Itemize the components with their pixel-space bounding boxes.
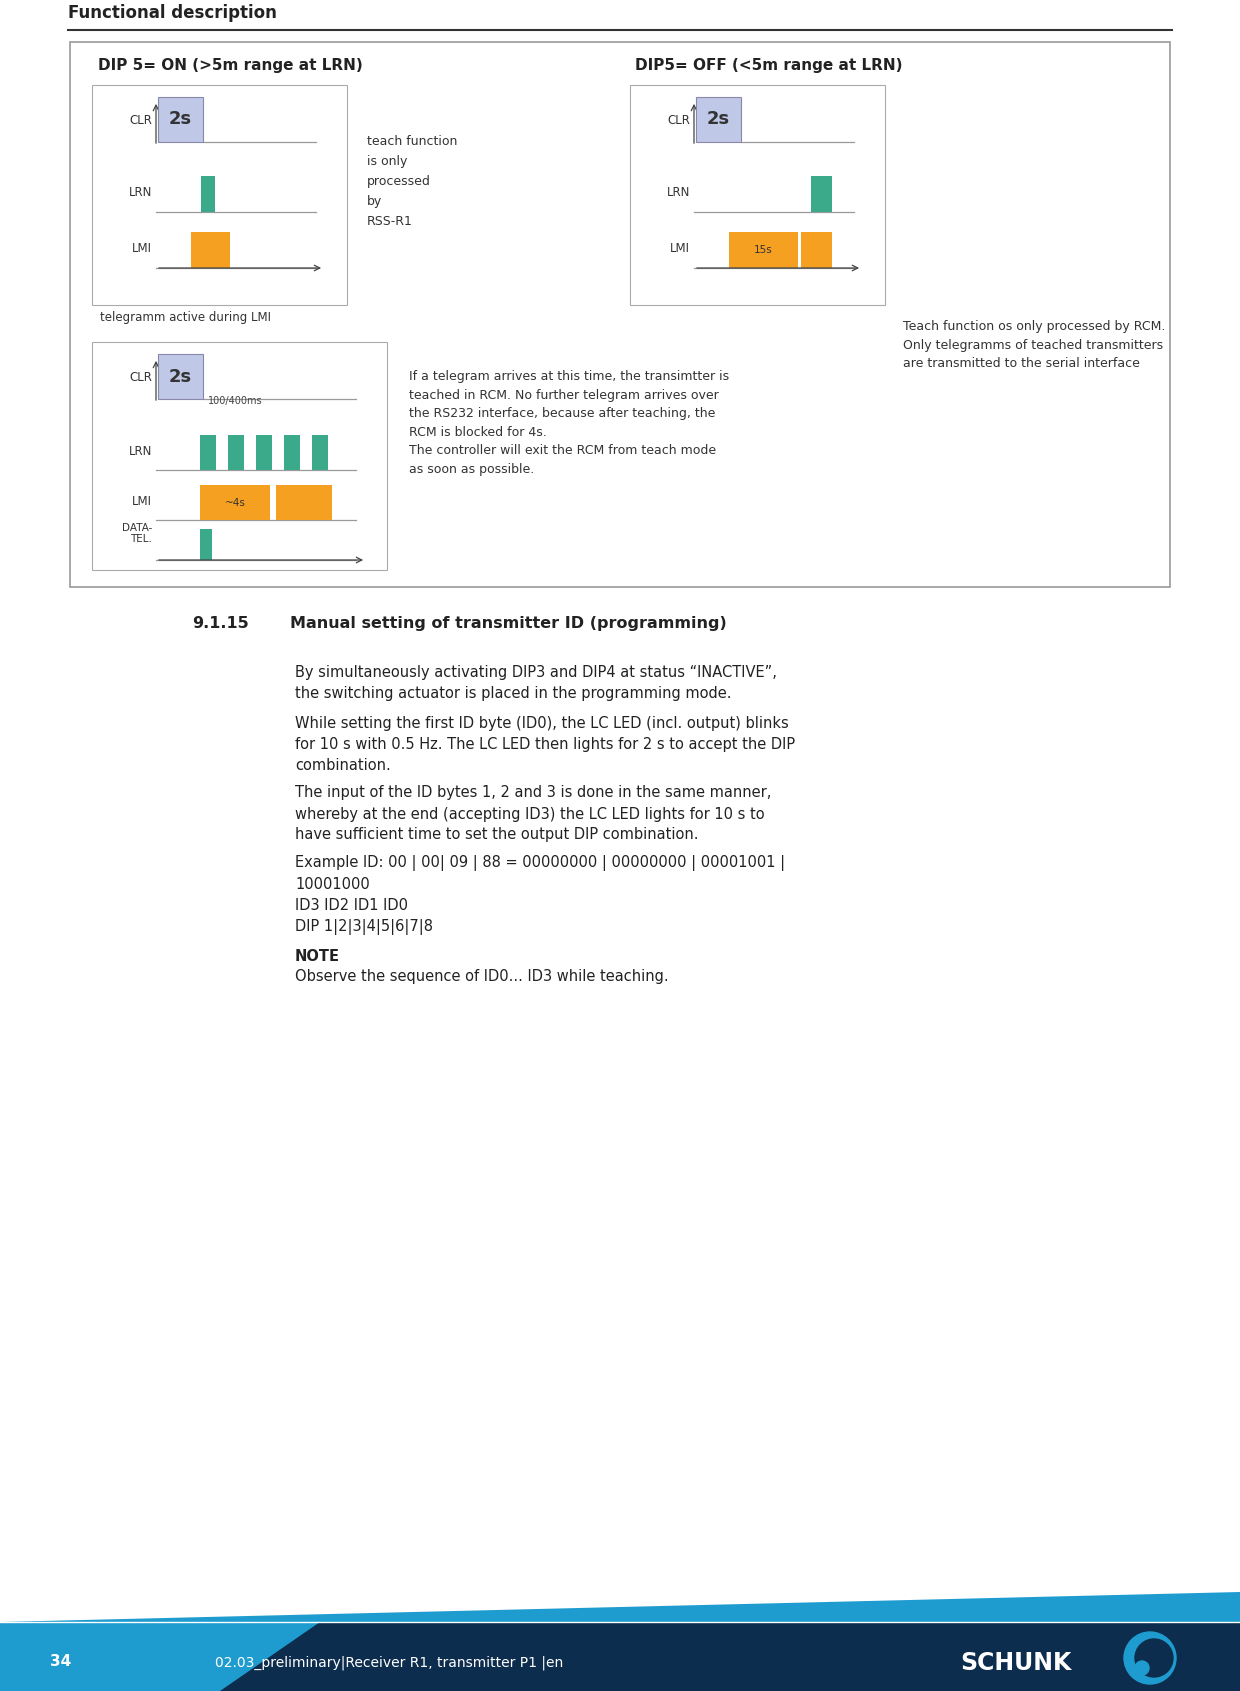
Text: CLR: CLR [667, 113, 689, 127]
Text: 02.03_preliminary|Receiver R1, transmitter P1 |en: 02.03_preliminary|Receiver R1, transmitt… [215, 1655, 563, 1669]
Bar [811, 176, 832, 211]
Text: DATA-
TEL.: DATA- TEL. [122, 523, 153, 545]
Text: 100/400ms: 100/400ms [208, 396, 263, 406]
Text: 15s: 15s [754, 245, 773, 255]
Bar [200, 485, 270, 521]
Text: By simultaneously activating DIP3 and DIP4 at status “INACTIVE”,
the switching a: By simultaneously activating DIP3 and DI… [295, 665, 777, 702]
Text: NOTE: NOTE [295, 949, 340, 964]
Text: 9.1.15: 9.1.15 [192, 616, 249, 631]
Polygon shape [0, 1622, 320, 1691]
Circle shape [1135, 1661, 1149, 1676]
Bar [157, 353, 203, 399]
Text: Observe the sequence of ID0... ID3 while teaching.: Observe the sequence of ID0... ID3 while… [295, 969, 668, 984]
Text: CLR: CLR [129, 370, 153, 384]
Text: CLR: CLR [129, 113, 153, 127]
Text: LMI: LMI [670, 242, 689, 255]
Text: LRN: LRN [667, 186, 689, 200]
Text: 34: 34 [50, 1654, 71, 1669]
Bar [277, 485, 332, 521]
Text: If a telegram arrives at this time, the transimtter is
teached in RCM. No furthe: If a telegram arrives at this time, the … [409, 370, 729, 475]
FancyBboxPatch shape [69, 42, 1171, 587]
Text: ~4s: ~4s [224, 497, 246, 507]
Text: 2s: 2s [707, 110, 730, 129]
Text: Teach function os only processed by RCM.
Only telegramms of teached transmitters: Teach function os only processed by RCM.… [903, 320, 1166, 370]
Bar [255, 436, 272, 470]
FancyBboxPatch shape [92, 342, 387, 570]
FancyBboxPatch shape [92, 85, 347, 304]
Text: LRN: LRN [129, 186, 153, 200]
Text: The input of the ID bytes 1, 2 and 3 is done in the same manner,
whereby at the : The input of the ID bytes 1, 2 and 3 is … [295, 786, 771, 842]
Bar [201, 176, 216, 211]
Bar [312, 436, 329, 470]
Text: telegramm active during LMI: telegramm active during LMI [100, 311, 272, 325]
Circle shape [1123, 1632, 1176, 1684]
FancyBboxPatch shape [630, 85, 885, 304]
Bar [0, 1622, 1240, 1691]
Bar [191, 232, 229, 267]
Text: 2s: 2s [169, 110, 192, 129]
Text: Manual setting of transmitter ID (programming): Manual setting of transmitter ID (progra… [290, 616, 727, 631]
Polygon shape [0, 1591, 1240, 1622]
Bar [228, 436, 244, 470]
Text: LRN: LRN [129, 445, 153, 458]
Bar [729, 232, 799, 267]
Bar [200, 529, 212, 560]
Text: DIP 5= ON (>5m range at LRN): DIP 5= ON (>5m range at LRN) [98, 57, 363, 73]
Text: teach function
is only
processed
by
RSS-R1: teach function is only processed by RSS-… [367, 135, 458, 228]
Bar [200, 436, 216, 470]
Text: SCHUNK: SCHUNK [960, 1650, 1071, 1676]
Bar [801, 232, 832, 267]
Circle shape [1135, 1639, 1173, 1677]
Bar [284, 436, 300, 470]
Text: While setting the first ID byte (ID0), the LC LED (incl. output) blinks
for 10 s: While setting the first ID byte (ID0), t… [295, 715, 795, 773]
Text: LMI: LMI [131, 242, 153, 255]
Bar [696, 96, 742, 142]
Bar [157, 96, 203, 142]
Text: Example ID: 00 | 00| 09 | 88 = 00000000 | 00000000 | 00001001 |
10001000
ID3 ID2: Example ID: 00 | 00| 09 | 88 = 00000000 … [295, 856, 785, 935]
Text: DIP5= OFF (<5m range at LRN): DIP5= OFF (<5m range at LRN) [635, 57, 903, 73]
Text: 2s: 2s [169, 367, 192, 386]
Text: Functional description: Functional description [68, 3, 277, 22]
Text: LMI: LMI [131, 495, 153, 509]
